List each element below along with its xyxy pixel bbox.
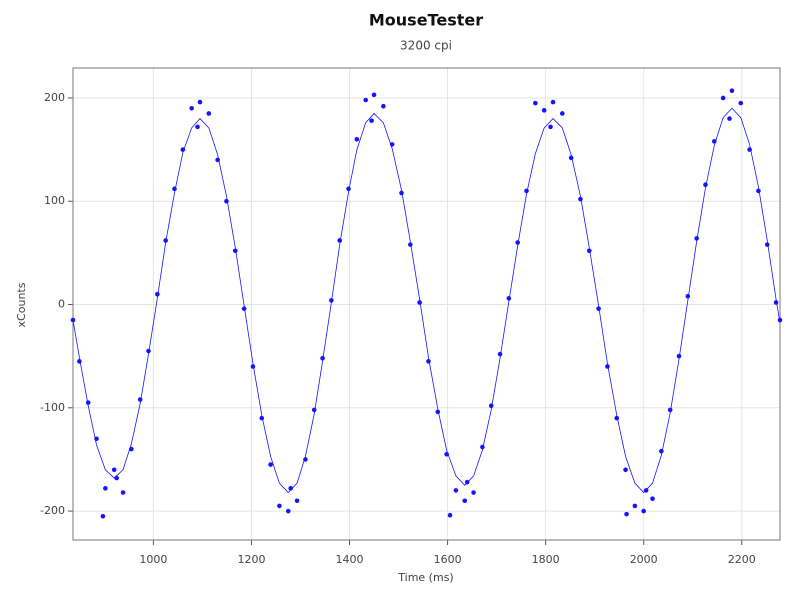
scatter-point <box>738 100 744 106</box>
scatter-point <box>777 317 783 323</box>
scatter-point <box>417 300 422 305</box>
x-tick-label: 2000 <box>630 553 658 566</box>
y-tick-label: 100 <box>44 194 65 207</box>
scatter-point <box>70 317 76 323</box>
scatter-point <box>447 512 453 518</box>
scatter-point <box>548 124 553 130</box>
scatter-point <box>111 467 117 473</box>
scatter-point <box>727 116 732 121</box>
scatter-point <box>650 496 655 501</box>
scatter-point <box>137 397 143 402</box>
scatter-point <box>114 475 119 481</box>
scatter-point <box>100 513 106 519</box>
scatter-point <box>624 511 629 517</box>
scatter-point <box>268 462 273 467</box>
scatter-point <box>363 97 369 103</box>
scatter-point <box>453 488 459 493</box>
scatter-point <box>337 238 343 243</box>
scatter-point <box>756 188 761 194</box>
scatter-point <box>354 136 360 142</box>
scatter-point <box>729 88 735 94</box>
scatter-point <box>488 403 494 409</box>
scatter-point <box>250 364 256 369</box>
scatter-point <box>667 407 673 413</box>
scatter-point <box>195 124 200 130</box>
x-tick-label: 1000 <box>139 553 167 566</box>
scatter-point <box>471 490 476 495</box>
scatter-point <box>241 306 247 311</box>
scatter-point <box>623 467 628 473</box>
scatter-point <box>676 353 682 359</box>
scatter-point <box>232 248 238 254</box>
scatter-point <box>288 486 293 491</box>
x-tick-label: 1600 <box>434 553 462 566</box>
scatter-point <box>197 99 203 105</box>
x-tick-label: 1400 <box>336 553 364 566</box>
scatter-point <box>172 186 177 192</box>
scatter-point <box>659 448 664 454</box>
chart-title: MouseTester <box>369 11 483 30</box>
scatter-point <box>694 236 699 241</box>
scatter-point <box>77 359 82 364</box>
y-tick-label: -200 <box>40 504 65 517</box>
y-tick-label: -100 <box>40 401 65 414</box>
scatter-point <box>426 359 431 364</box>
x-tick-label: 1200 <box>237 553 265 566</box>
scatter-point <box>206 111 212 116</box>
scatter-point <box>550 99 556 105</box>
scatter-point <box>146 348 151 354</box>
y-axis-label: xCounts <box>15 282 28 327</box>
scatter-point <box>399 190 404 196</box>
scatter-point <box>381 103 386 109</box>
chart-subtitle: 3200 cpi <box>400 39 452 53</box>
scatter-point <box>294 498 300 504</box>
scatter-point <box>578 196 583 202</box>
plot-frame <box>72 67 781 541</box>
scatter-point <box>408 242 413 247</box>
scatter-point <box>462 498 468 504</box>
y-tick-label: 0 <box>58 298 65 311</box>
scatter-point <box>320 355 325 361</box>
x-tick-label: 2200 <box>728 553 756 566</box>
line-series <box>72 107 781 494</box>
x-tick-label: 1800 <box>532 553 560 566</box>
scatter-point <box>515 240 520 245</box>
scatter-point <box>720 95 726 101</box>
scatter-point <box>120 490 126 495</box>
scatter-point <box>189 105 194 111</box>
scatter-point <box>285 508 291 514</box>
y-tick-label: 200 <box>44 91 65 104</box>
scatter-point <box>541 108 547 113</box>
scatter-point <box>632 503 638 509</box>
scatter-point <box>103 486 108 491</box>
scatter-point <box>641 508 646 514</box>
scatter-point <box>773 300 779 305</box>
scatter-point <box>277 503 282 509</box>
scatter-point <box>506 296 512 301</box>
x-axis-label: Time (ms) <box>397 571 453 584</box>
scatter-point <box>560 111 565 116</box>
scatter-point <box>369 118 374 123</box>
scatter-point <box>224 198 229 204</box>
scatter-point <box>596 306 601 311</box>
scatter-point <box>586 248 592 254</box>
scatter-point <box>533 100 538 106</box>
scatter-point <box>371 92 377 98</box>
